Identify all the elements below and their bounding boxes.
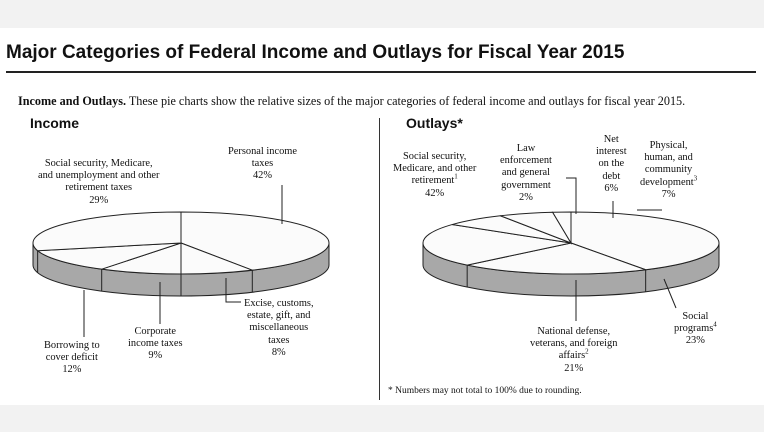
income-leader-excise (225, 278, 241, 303)
income-label-personal: Personal income taxes 42% (228, 146, 297, 182)
income-label-borrowing: Borrowing to cover deficit 12% (44, 340, 100, 376)
income-label-social: Social security, Medicare, and unemploym… (38, 158, 160, 206)
outlays-label-net-interest: Net interest on the debt 6% (596, 134, 627, 194)
income-slice-2 (101, 242, 182, 275)
income-heading: Income (30, 115, 80, 131)
intro-bold: Income and Outlays. (18, 94, 127, 108)
column-divider (379, 118, 380, 400)
outlays-slice-1 (467, 242, 646, 275)
outlays-label-physical: Physical, human, and community developme… (640, 140, 698, 200)
footnote: * Numbers may not total to 100% due to r… (388, 386, 582, 396)
intro-body: These pie charts show the relative sizes… (126, 94, 686, 108)
outlays-label-social-security: Social security, Medicare, and other ret… (393, 151, 477, 199)
income-slice-3 (36, 242, 182, 270)
income-label-excise: Excise, customs, estate, gift, and misce… (244, 298, 314, 358)
outlays-leader-law (566, 177, 577, 214)
income-slice-4 (32, 211, 182, 252)
outlays-label-defense: National defense, veterans, and foreign … (530, 326, 618, 374)
income-label-corporate: Corporate income taxes 9% (128, 326, 183, 362)
outlays-label-social-programs: Social programs4 23% (674, 311, 717, 347)
intro-text: Income and Outlays. These pie charts sho… (18, 94, 685, 109)
outlays-slice-0 (570, 211, 720, 271)
outlays-leader-social-programs (663, 278, 677, 309)
title-rule (6, 71, 756, 73)
income-slice-0 (180, 211, 330, 271)
page-title: Major Categories of Federal Income and O… (6, 42, 625, 63)
outlays-slice-5 (551, 211, 572, 245)
outlays-label-law: Law enforcement and general government 2… (500, 143, 552, 203)
outlays-heading: Outlays* (406, 115, 463, 131)
outlays-slice-2 (422, 224, 572, 266)
